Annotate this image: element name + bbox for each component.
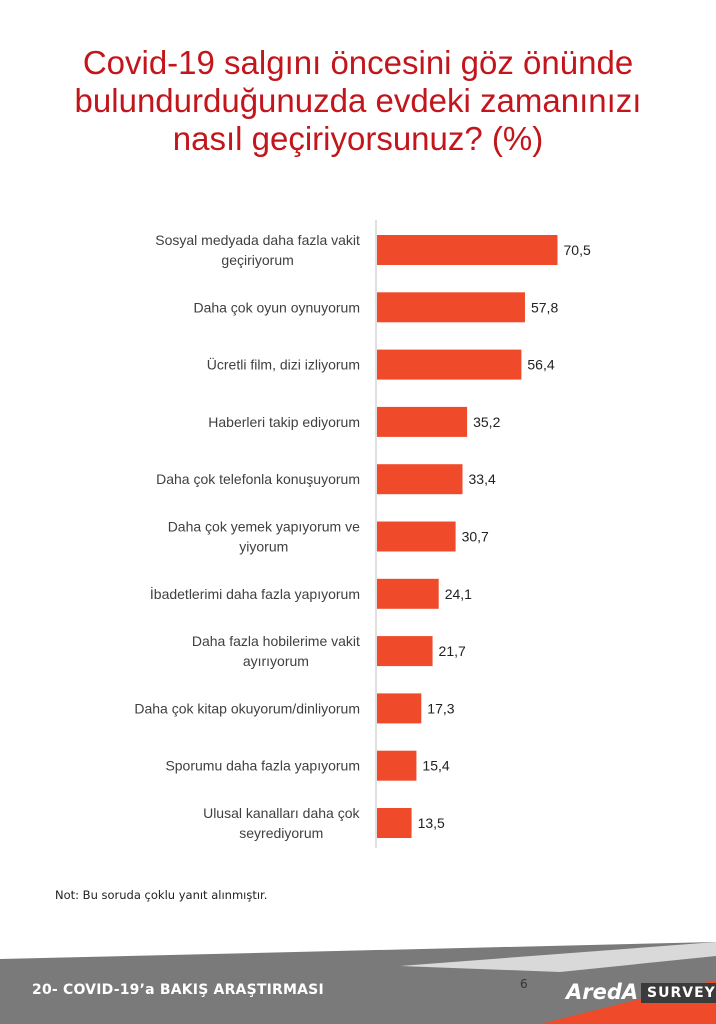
- category-label: Sosyal medyada daha fazla vakit geçiriyor…: [155, 232, 360, 268]
- footer-light-wedge: [400, 942, 716, 972]
- category-label: Ücretli film, dizi izliyorum: [207, 356, 360, 373]
- logo-wordmark: AredA: [566, 980, 639, 1004]
- chart-title: Covid-19 salgını öncesini göz önünde bul…: [74, 44, 642, 157]
- category-label: Daha çok oyun oynuyorum: [193, 299, 360, 315]
- data-label: 57,8: [531, 299, 558, 315]
- data-label: 70,5: [564, 242, 591, 258]
- data-label: 13,5: [418, 815, 445, 831]
- bar: [377, 406, 468, 437]
- category-label: Haberleri takip ediyorum: [208, 414, 360, 430]
- category-label: Daha çok kitap okuyorum/dinliyorum: [134, 700, 360, 716]
- footnote: Not: Bu soruda çoklu yanıt alınmıştır.: [55, 888, 268, 902]
- bar-chart: 70,5 Sosyal medyada daha fazla vakit geçir…: [134, 220, 591, 848]
- category-label: İbadetlerimi daha fazla yapıyorum: [150, 585, 360, 602]
- category-label: Daha fazla hobilerime vakit ayırıyorum: [192, 633, 360, 669]
- bar: [377, 750, 417, 781]
- category-label: Ulusal kanalları daha çok seyrediyorum: [203, 805, 360, 841]
- page-number: 6: [520, 977, 528, 991]
- bar: [377, 349, 522, 380]
- category-label: Sporumu daha fazla yapıyorum: [165, 758, 360, 774]
- bar: [377, 578, 439, 609]
- data-label: 24,1: [445, 586, 472, 602]
- bar: [377, 636, 433, 667]
- bar: [377, 808, 412, 838]
- bar: [377, 464, 463, 495]
- data-label: 56,4: [527, 357, 554, 373]
- bar: [377, 693, 422, 724]
- data-label: 35,2: [473, 414, 500, 430]
- bar: [377, 521, 456, 552]
- bar: [377, 292, 525, 323]
- logo-badge: SURVEY: [641, 983, 716, 1003]
- data-label: 15,4: [422, 758, 449, 774]
- data-label: 30,7: [462, 529, 489, 545]
- category-label: Daha çok yemek yapıyorum ve yiyorum: [168, 519, 360, 555]
- bar: [377, 235, 558, 265]
- data-label: 33,4: [469, 471, 496, 487]
- data-label: 17,3: [427, 700, 454, 716]
- report-title: 20- COVID-19’a BAKIŞ ARAŞTIRMASI: [32, 982, 324, 998]
- data-label: 21,7: [439, 643, 466, 659]
- category-label: Daha çok telefonla konuşuyorum: [156, 471, 360, 487]
